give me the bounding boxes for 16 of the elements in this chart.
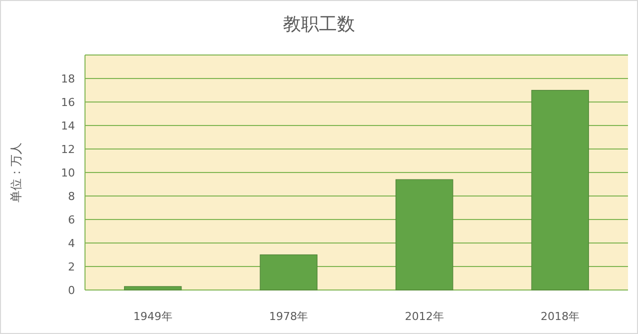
y-tick-label: 16 [61,96,75,109]
y-tick-label: 2 [68,260,75,274]
chart-title: 教职工数 [283,14,355,35]
y-tick-label: 0 [68,284,75,297]
y-tick-label: 18 [61,72,75,86]
x-tick-label: 1978年 [269,310,308,323]
x-tick-label: 2012年 [404,310,444,323]
y-tick-label: 14 [61,120,75,132]
y-tick-label: 6 [68,214,75,226]
y-tick-label: 8 [68,190,75,203]
y-tick-label: 4 [68,237,75,250]
y-tick-label: 10 [61,166,75,180]
x-tick-label: 1949年 [133,310,172,323]
x-tick-label: 2018年 [540,310,580,323]
y-axis-title: 单位：万人 [9,142,23,202]
y-tick-label: 12 [61,143,75,156]
